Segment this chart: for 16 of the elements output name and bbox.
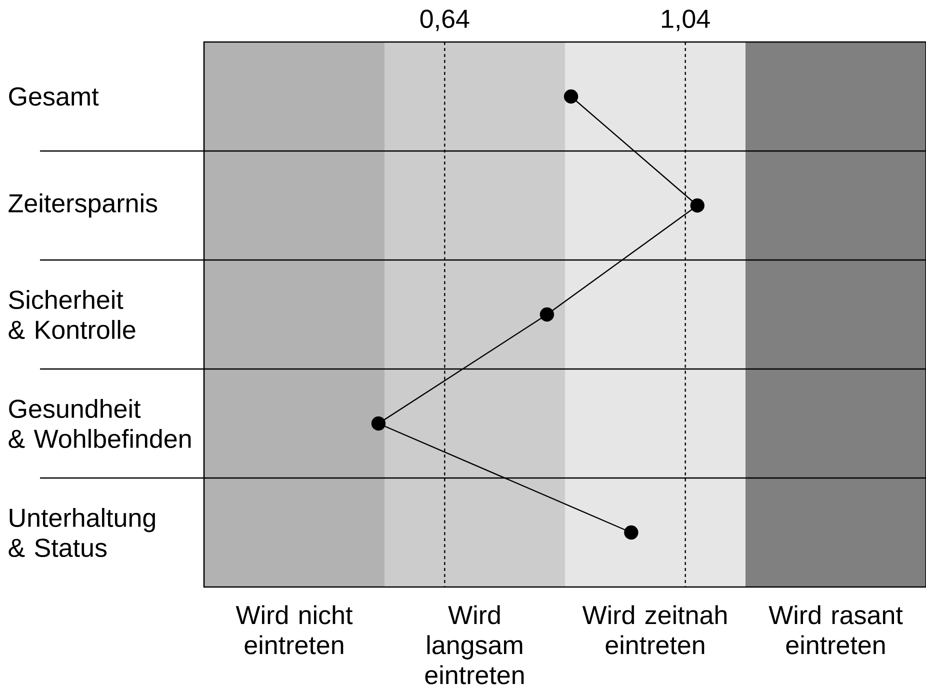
band-label: Wird zeitnah eintreten — [582, 605, 727, 654]
y-tick-label: Unterhaltung & Status — [8, 508, 155, 558]
point — [564, 89, 578, 104]
x-tick-label: 0,64 — [420, 10, 470, 32]
x-tick-label: 1,04 — [662, 10, 710, 32]
y-tick-label: Sicherheit & Kontrolle — [8, 290, 136, 340]
point — [371, 416, 386, 431]
band-label: Wird rasant eintreten — [768, 605, 903, 654]
point — [690, 198, 704, 213]
point — [540, 307, 554, 322]
band-label: Wird nicht eintreten — [236, 605, 353, 654]
band-label: Wird langsam eintreten — [425, 605, 524, 684]
y-tick-label: Gesamt — [9, 87, 99, 106]
point — [624, 525, 638, 540]
y-tick-label: Zeitersparnis — [8, 193, 158, 218]
y-tick-label: Gesundheit & Wohlbefinden — [8, 398, 191, 448]
